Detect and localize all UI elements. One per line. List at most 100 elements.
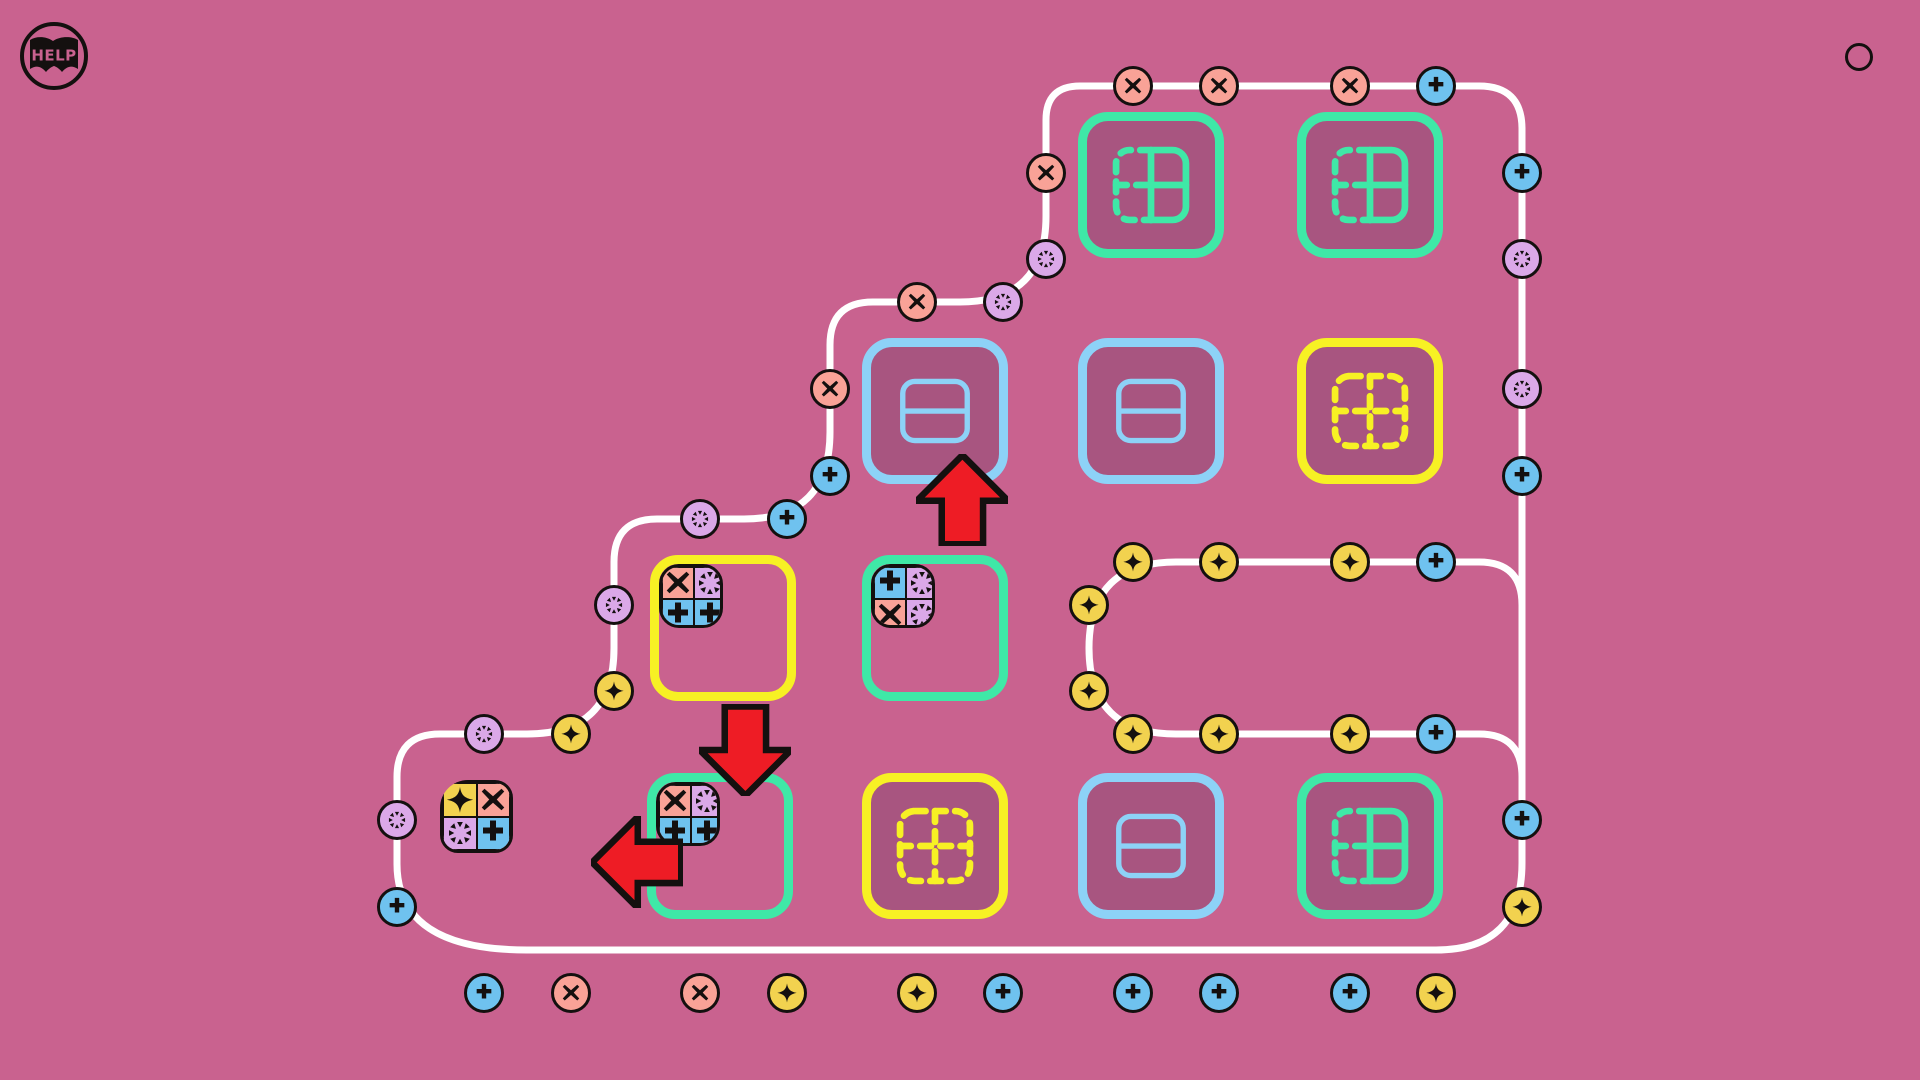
dotted-circle-symbol: [911, 604, 932, 625]
path-node-star[interactable]: [897, 973, 937, 1013]
path-node-dot[interactable]: [464, 714, 504, 754]
plus-symbol: [1342, 983, 1358, 999]
empty-slot-green[interactable]: [1078, 112, 1224, 258]
tile-grid: [440, 780, 513, 853]
tile-cell-tl: [662, 567, 694, 599]
cross-symbol: [1341, 77, 1359, 94]
dotted-circle-symbol: [691, 510, 709, 528]
solid-hsplit-icon: [1116, 378, 1186, 444]
plus-symbol: [1428, 552, 1444, 568]
path-node-cross[interactable]: [1026, 153, 1066, 193]
cross-symbol: [908, 293, 926, 310]
tile-cell-bl: [874, 599, 906, 625]
star-symbol: [604, 681, 624, 701]
star-symbol: [1079, 681, 1099, 701]
path-node-dot[interactable]: [377, 800, 417, 840]
dotted-circle-symbol: [699, 572, 720, 594]
empty-slot-blue[interactable]: [1078, 338, 1224, 484]
path-node-plus[interactable]: [377, 887, 417, 927]
path-node-star[interactable]: [1069, 585, 1109, 625]
path-node-cross[interactable]: [1199, 66, 1239, 106]
puzzle-tile[interactable]: [862, 555, 1008, 701]
path-node-plus[interactable]: [1502, 153, 1542, 193]
dotted-circle-symbol: [911, 572, 932, 594]
path-node-dot[interactable]: [983, 282, 1023, 322]
path-node-star[interactable]: [1199, 542, 1239, 582]
path-node-star[interactable]: [1069, 671, 1109, 711]
tile-cell-bl: [443, 816, 477, 850]
star-symbol: [561, 724, 581, 744]
tile-cell-tr: [694, 567, 720, 599]
empty-slot-green[interactable]: [1297, 773, 1443, 919]
puzzle-tile[interactable]: [440, 780, 586, 926]
tile-cell-tl: [874, 567, 906, 599]
path-node-star[interactable]: [1113, 714, 1153, 754]
path-node-star[interactable]: [1199, 714, 1239, 754]
plus-symbol: [697, 820, 717, 841]
path-node-dot[interactable]: [1026, 239, 1066, 279]
path-node-plus[interactable]: [983, 973, 1023, 1013]
path-node-plus[interactable]: [1416, 66, 1456, 106]
empty-slot-blue[interactable]: [862, 338, 1008, 484]
tile-grid: [656, 782, 720, 846]
tile-cell-br: [691, 817, 717, 843]
help-button[interactable]: HELP: [20, 22, 88, 90]
path-node-cross[interactable]: [897, 282, 937, 322]
puzzle-tile[interactable]: [650, 555, 796, 701]
sound-toggle-button[interactable]: [1845, 43, 1873, 71]
dotted-circle-symbol: [475, 725, 493, 743]
path-node-plus[interactable]: [1502, 800, 1542, 840]
plus-symbol: [995, 983, 1011, 999]
dotted-circle-symbol: [388, 811, 406, 829]
path-node-cross[interactable]: [810, 369, 850, 409]
star-symbol: [1340, 724, 1360, 744]
path-node-star[interactable]: [1330, 714, 1370, 754]
path-node-star[interactable]: [1113, 542, 1153, 582]
cross-symbol: [1037, 164, 1055, 181]
dashed-quad-icon: [1331, 372, 1409, 450]
path-node-star[interactable]: [594, 671, 634, 711]
path-node-plus[interactable]: [1113, 973, 1153, 1013]
path-node-plus[interactable]: [810, 456, 850, 496]
puzzle-tile[interactable]: [647, 773, 793, 919]
path-node-star[interactable]: [1416, 973, 1456, 1013]
tile-cell-br: [906, 599, 932, 625]
tile-cell-bl: [662, 599, 694, 625]
tile-cell-bl: [659, 817, 691, 843]
path-node-dot[interactable]: [594, 585, 634, 625]
star-symbol: [1123, 724, 1143, 744]
path-node-cross[interactable]: [551, 973, 591, 1013]
cross-symbol: [878, 603, 902, 625]
half-dashed-quad-icon: [1331, 807, 1409, 885]
path-node-plus[interactable]: [1502, 456, 1542, 496]
path-node-plus[interactable]: [767, 499, 807, 539]
tile-cell-tl: [659, 785, 691, 817]
book-icon: [30, 37, 78, 72]
path-node-star[interactable]: [767, 973, 807, 1013]
path-node-dot[interactable]: [680, 499, 720, 539]
path-node-star[interactable]: [1502, 887, 1542, 927]
path-node-dot[interactable]: [1502, 369, 1542, 409]
empty-slot-green[interactable]: [1297, 112, 1443, 258]
plus-symbol: [1125, 983, 1141, 999]
plus-symbol: [483, 820, 504, 841]
path-node-plus[interactable]: [1416, 714, 1456, 754]
plus-symbol: [822, 466, 838, 482]
path-node-plus[interactable]: [464, 973, 504, 1013]
star-symbol: [1426, 983, 1446, 1003]
empty-slot-blue[interactable]: [1078, 773, 1224, 919]
path-node-plus[interactable]: [1199, 973, 1239, 1013]
path-node-plus[interactable]: [1330, 973, 1370, 1013]
path-node-star[interactable]: [1330, 542, 1370, 582]
empty-slot-yellow[interactable]: [862, 773, 1008, 919]
empty-slot-yellow[interactable]: [1297, 338, 1443, 484]
path-node-cross[interactable]: [1113, 66, 1153, 106]
path-node-cross[interactable]: [680, 973, 720, 1013]
path-node-dot[interactable]: [1502, 239, 1542, 279]
path-node-star[interactable]: [551, 714, 591, 754]
star-symbol: [1209, 552, 1229, 572]
star-symbol: [1123, 552, 1143, 572]
path-node-cross[interactable]: [1330, 66, 1370, 106]
tile-cell-tl: [443, 783, 477, 817]
path-node-plus[interactable]: [1416, 542, 1456, 582]
